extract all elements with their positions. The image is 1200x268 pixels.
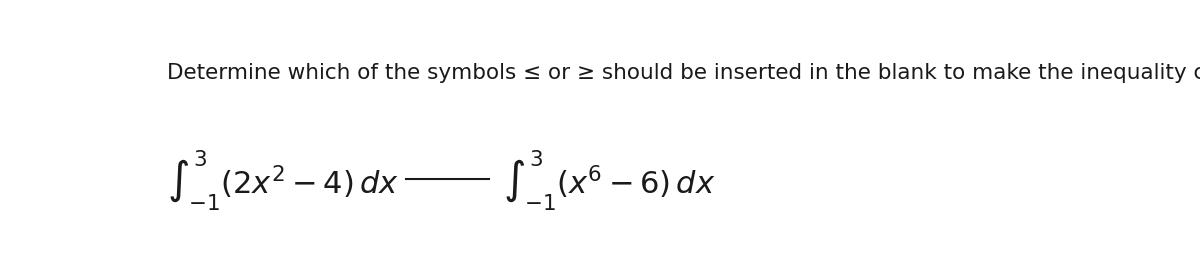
Text: Determine which of the symbols ≤ or ≥ should be inserted in the blank to make th: Determine which of the symbols ≤ or ≥ sh… (167, 64, 1200, 83)
Text: $\int_{-1}^{3}(2x^2 - 4)\, dx$: $\int_{-1}^{3}(2x^2 - 4)\, dx$ (167, 148, 398, 213)
Text: $\int_{-1}^{3}(x^6 - 6)\, dx$: $\int_{-1}^{3}(x^6 - 6)\, dx$ (504, 148, 716, 213)
